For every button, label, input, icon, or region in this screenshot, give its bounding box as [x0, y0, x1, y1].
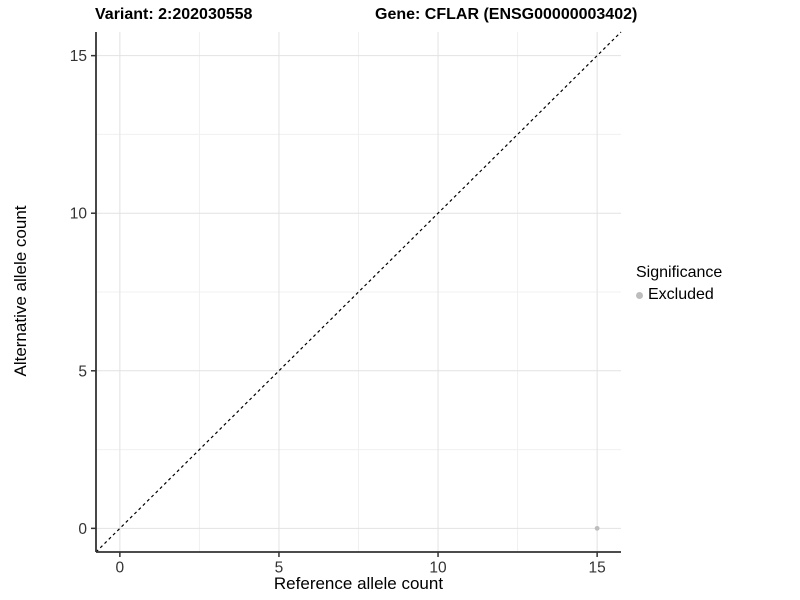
- y-tick-label: 5: [78, 363, 87, 380]
- x-tick-label: 0: [116, 559, 125, 576]
- x-tick-label: 5: [275, 559, 284, 576]
- x-axis-title: Reference allele count: [273, 574, 444, 593]
- y-tick-label: 0: [78, 521, 87, 538]
- x-tick-label: 10: [429, 559, 447, 576]
- legend-item-excluded: Excluded: [636, 286, 722, 304]
- y-axis-title: Alternative allele count: [11, 205, 30, 377]
- y-tick-label: 10: [70, 206, 88, 223]
- legend-marker-excluded: [636, 291, 643, 299]
- y-tick-label: 15: [70, 48, 87, 65]
- legend-item-label: Excluded: [648, 286, 714, 303]
- data-point: [594, 525, 600, 531]
- legend: Significance Excluded: [636, 264, 722, 304]
- gene-title: Gene: CFLAR (ENSG00000003402): [375, 6, 638, 23]
- x-tick-label: 15: [589, 559, 606, 576]
- variant-title: Variant: 2:202030558: [95, 6, 253, 23]
- legend-title: Significance: [636, 264, 723, 281]
